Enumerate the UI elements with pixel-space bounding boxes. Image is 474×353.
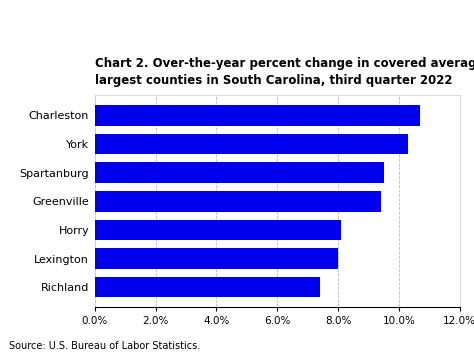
Title: Chart 2. Over-the-year percent change in covered average weekly wages among the
: Chart 2. Over-the-year percent change in…: [95, 57, 474, 87]
Text: Source: U.S. Bureau of Labor Statistics.: Source: U.S. Bureau of Labor Statistics.: [9, 341, 201, 351]
Bar: [95, 220, 341, 240]
Bar: [95, 133, 408, 154]
Bar: [95, 162, 384, 183]
Bar: [95, 248, 338, 269]
Bar: [95, 191, 381, 211]
Bar: [95, 277, 320, 298]
Bar: [95, 105, 420, 126]
